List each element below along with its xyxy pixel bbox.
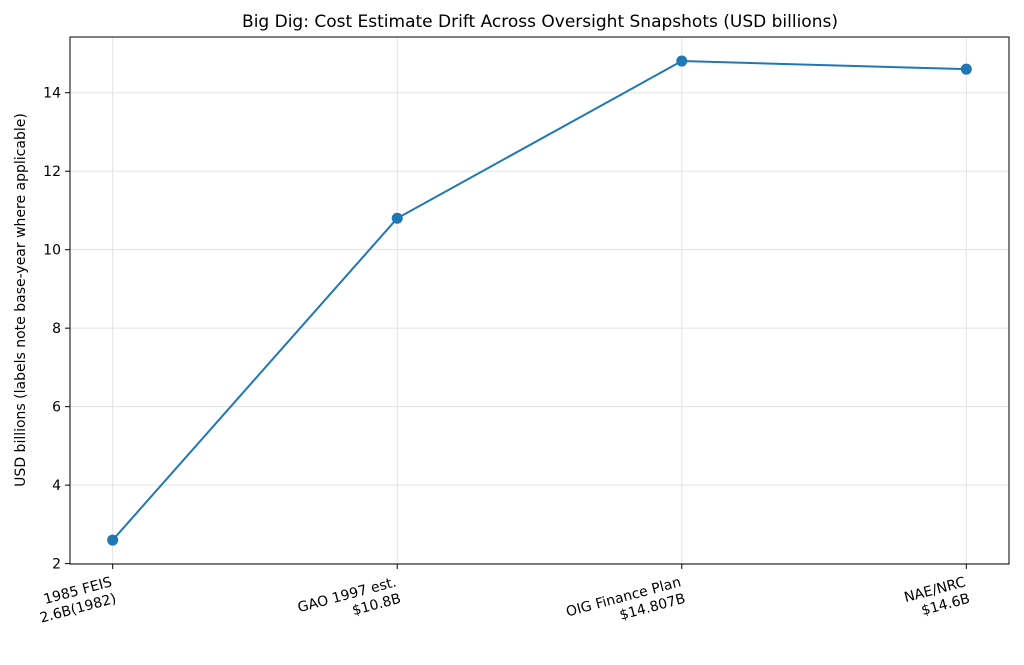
data-point	[391, 212, 403, 224]
plot-frame	[69, 36, 1010, 565]
x-tick-label: OIG Finance Plan$14.807B	[564, 574, 687, 623]
series-line	[111, 60, 967, 541]
data-point	[960, 63, 972, 75]
y-tick-label: 8	[52, 321, 61, 337]
data-point	[107, 534, 119, 546]
x-tick-label: GAO 1997 est.$10.8B	[296, 574, 403, 619]
y-tick-label: 4	[52, 478, 61, 494]
y-tick-label: 12	[43, 164, 61, 180]
data-point	[676, 55, 688, 67]
y-tick-label: 10	[43, 243, 61, 259]
y-tick-label: 2	[52, 557, 61, 573]
y-axis-label: USD billions (labels note base-year wher…	[13, 113, 29, 487]
y-tick-label: 14	[43, 86, 61, 102]
x-tick-label: NAE/NRC$14.6B	[902, 574, 971, 619]
y-tick-label: 6	[52, 400, 61, 416]
chart-title: Big Dig: Cost Estimate Drift Across Over…	[242, 12, 838, 32]
